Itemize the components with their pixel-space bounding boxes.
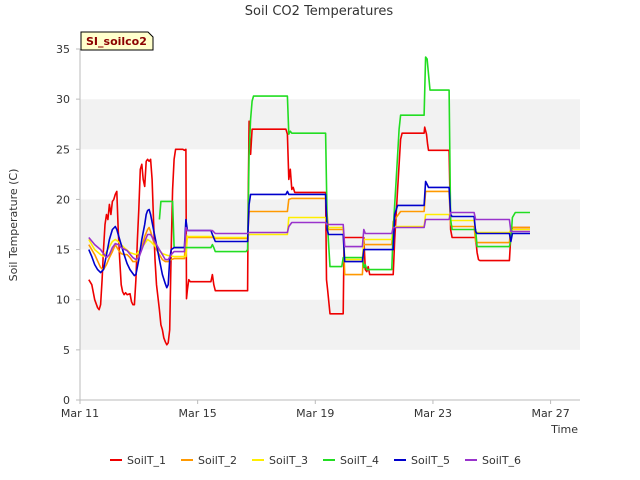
- site-tag: SI_soilco2: [80, 31, 154, 51]
- site-tag-text: SI_soilco2: [86, 35, 147, 48]
- legend-label: SoilT_1: [127, 454, 166, 467]
- y-tick-label: 35: [56, 43, 70, 56]
- series-line-soilt-5: [88, 180, 530, 289]
- legend: SoilT_1 SoilT_2 SoilT_3 SoilT_4 SoilT_5 SoilT…: [110, 454, 521, 467]
- legend-label: SoilT_4: [340, 454, 379, 467]
- series-lines: [88, 56, 530, 346]
- series-line-soilt-4: [158, 56, 530, 271]
- legend-label: SoilT_6: [482, 454, 521, 467]
- grid-bands: [80, 49, 580, 400]
- legend-label: SoilT_2: [198, 454, 237, 467]
- grid-band: [80, 149, 580, 200]
- x-tick-label: Mar 11: [61, 407, 99, 420]
- y-tick-label: 10: [56, 294, 70, 307]
- x-axis-label: Time: [550, 423, 578, 436]
- legend-label: SoilT_3: [269, 454, 308, 467]
- legend-label: SoilT_5: [411, 454, 450, 467]
- series-line-soilt-6: [88, 211, 530, 261]
- site-tag-box: [80, 31, 154, 51]
- x-tick-label: Mar 15: [179, 407, 217, 420]
- grid-band: [80, 349, 580, 400]
- y-tick-label: 0: [63, 394, 70, 407]
- chart-title: Soil CO2 Temperatures: [245, 4, 394, 19]
- x-axis-ticks: Mar 11 Mar 15 Mar 19 Mar 23 Mar 27: [61, 400, 570, 420]
- y-tick-label: 20: [56, 193, 70, 206]
- grid-band: [80, 49, 580, 100]
- grid-band: [80, 99, 580, 150]
- series-line-soilt-1: [88, 120, 530, 346]
- y-tick-label: 5: [63, 344, 70, 357]
- y-tick-label: 30: [56, 93, 70, 106]
- y-tick-label: 25: [56, 143, 70, 156]
- x-tick-label: Mar 23: [414, 407, 452, 420]
- y-tick-label: 15: [56, 244, 70, 257]
- y-axis-label: Soil Temperature (C): [7, 169, 20, 282]
- x-tick-label: Mar 19: [296, 407, 334, 420]
- y-axis-ticks: 0 5 10 15 20 25 30 35: [56, 43, 80, 407]
- x-tick-label: Mar 27: [531, 407, 569, 420]
